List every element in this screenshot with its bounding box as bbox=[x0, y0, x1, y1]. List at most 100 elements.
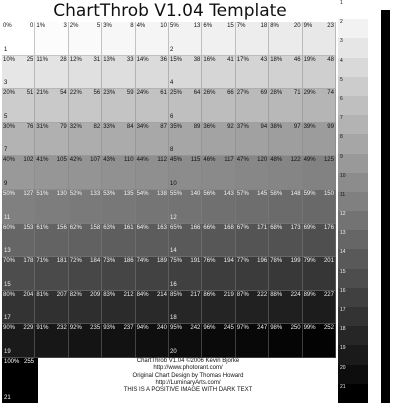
cell-percent: 99% bbox=[303, 325, 316, 332]
gray-cell: 82% 209 bbox=[68, 290, 103, 325]
cell-percent: 1% bbox=[36, 23, 46, 29]
cell-percent: 50% bbox=[3, 191, 16, 197]
cell-percent: 93% bbox=[103, 325, 116, 332]
credit-line: ChartThrob V1.04 ©2006 Kevin Bjorke bbox=[136, 358, 240, 364]
cell-percent: 12% bbox=[69, 56, 82, 63]
row-step-number: 15 bbox=[4, 281, 11, 288]
cell-value: 125 bbox=[323, 157, 334, 164]
gray-cell: 5% 13 bbox=[169, 22, 203, 56]
cell-value: 13 bbox=[193, 23, 201, 29]
gray-cell: 59% 150 bbox=[302, 190, 336, 224]
cell-value: 3 bbox=[63, 23, 67, 29]
cell-percent: 76% bbox=[203, 258, 216, 265]
cell-percent: 67% bbox=[236, 224, 249, 231]
cell-percent: 75% bbox=[170, 258, 183, 265]
gray-cell: 38% 97 bbox=[269, 122, 303, 157]
row-step-number: 19 bbox=[4, 348, 11, 355]
cell-percent: 36% bbox=[203, 123, 216, 130]
step-wedge-patch: 5 bbox=[338, 76, 368, 96]
cell-value: 99 bbox=[327, 123, 334, 130]
step-number: 1 bbox=[340, 0, 343, 6]
gray-cell: 47% 120 bbox=[235, 156, 270, 190]
grid-row: 80% 204 81% 207 82% 209 83% 212 84% 214 85% 217 86% 2… bbox=[2, 290, 336, 325]
cell-value: 31 bbox=[93, 56, 101, 63]
cell-value: 76 bbox=[26, 123, 34, 130]
cell-value: 110 bbox=[124, 157, 134, 164]
white-calibration-bar bbox=[381, 205, 390, 403]
cell-value: 163 bbox=[156, 224, 167, 231]
cell-value: 127 bbox=[23, 191, 34, 197]
cell-value: 219 bbox=[223, 291, 234, 298]
gray-cell: 27% 69 bbox=[235, 89, 270, 123]
gray-cell: 22% 56 bbox=[68, 89, 103, 123]
cell-value: 130 bbox=[56, 191, 67, 197]
gray-cell: 83% 212 bbox=[102, 290, 136, 325]
cell-value: 189 bbox=[156, 258, 167, 265]
cell-value: 20 bbox=[293, 23, 301, 29]
gray-cell: 29% 74 bbox=[302, 89, 336, 123]
row-step-number: 18 bbox=[170, 315, 177, 322]
cell-value: 232 bbox=[56, 325, 67, 332]
row-step-number: 13 bbox=[4, 248, 11, 255]
cell-percent: 30% bbox=[3, 123, 16, 130]
cell-percent: 54% bbox=[136, 191, 149, 197]
cell-percent: 51% bbox=[36, 191, 49, 197]
cell-percent: 28% bbox=[270, 90, 283, 97]
cell-value: 117 bbox=[224, 157, 234, 164]
step-number: 18 bbox=[340, 326, 346, 333]
cell-percent: 47% bbox=[236, 157, 249, 164]
gray-cell: 65% 166 bbox=[169, 223, 203, 258]
row-step-number: 16 bbox=[170, 281, 177, 288]
cell-percent: 96% bbox=[203, 325, 216, 332]
cell-percent: 29% bbox=[303, 90, 316, 97]
cell-value: 196 bbox=[257, 258, 268, 265]
cell-value: 120 bbox=[257, 157, 268, 164]
gray-cell: 30% 76 bbox=[2, 122, 36, 157]
cell-value: 28 bbox=[60, 56, 67, 63]
cell-percent: 3% bbox=[103, 23, 112, 29]
row-step-number: 20 bbox=[170, 348, 177, 355]
step-wedge-patch: 12 bbox=[338, 211, 368, 231]
credit-line: http://www.photorant.com/ bbox=[153, 365, 223, 372]
cell-value: 36 bbox=[160, 56, 167, 63]
credits-block: ChartThrob V1.04 ©2006 Kevin Bjorke http… bbox=[40, 358, 336, 394]
cell-percent: 52% bbox=[69, 191, 82, 197]
gray-cell: 4% 10 bbox=[135, 22, 169, 56]
step-number: 10 bbox=[340, 172, 346, 179]
cell-value: 173 bbox=[290, 224, 301, 231]
gray-cell: 89% 227 bbox=[302, 290, 336, 325]
gray-cell: 55% 140 bbox=[169, 190, 203, 224]
grid-row: 40% 102 41% 105 42% 107 43% 110 44% 112 45% 115 46% 1… bbox=[2, 156, 336, 190]
cell-percent: 0% bbox=[3, 23, 12, 29]
cell-percent: 19% bbox=[303, 56, 316, 63]
step-number: 19 bbox=[340, 345, 346, 352]
cell-percent: 82% bbox=[69, 291, 82, 298]
cell-value: 133 bbox=[90, 191, 101, 197]
cell-percent: 65% bbox=[170, 224, 183, 231]
swatch-step-number: 21 bbox=[4, 395, 11, 401]
swatch-value: 255 bbox=[24, 359, 35, 365]
credit-line: http://LuminaryArts.com/ bbox=[155, 379, 221, 386]
gray-cell: 73% 186 bbox=[102, 257, 136, 291]
cell-percent: 63% bbox=[103, 224, 116, 231]
cell-percent: 69% bbox=[303, 224, 316, 231]
gray-cell: 86% 219 bbox=[202, 290, 236, 325]
cell-percent: 7% bbox=[236, 23, 246, 29]
cell-percent: 31% bbox=[36, 123, 49, 130]
cell-value: 138 bbox=[156, 191, 167, 197]
cell-percent: 86% bbox=[203, 291, 216, 298]
cell-percent: 62% bbox=[69, 224, 82, 231]
cell-value: 69 bbox=[260, 90, 268, 97]
cell-value: 74 bbox=[327, 90, 334, 97]
gray-cell: 68% 173 bbox=[269, 223, 303, 258]
swatch-percent: 100% bbox=[4, 359, 20, 365]
cell-value: 186 bbox=[123, 258, 134, 265]
cell-value: 166 bbox=[190, 224, 201, 231]
gray-cell: 28% 71 bbox=[269, 89, 303, 123]
cell-value: 18 bbox=[260, 23, 268, 29]
gray-cell: 25% 64 bbox=[169, 89, 203, 123]
cell-value: 38 bbox=[193, 56, 201, 63]
cell-value: 115 bbox=[190, 157, 201, 164]
cell-value: 23 bbox=[327, 23, 334, 29]
gray-cell: 67% 171 bbox=[235, 223, 270, 258]
